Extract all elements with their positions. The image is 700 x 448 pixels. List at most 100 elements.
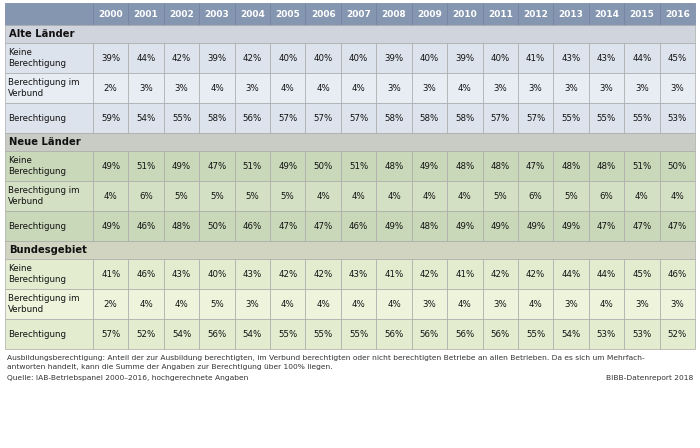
- Bar: [624, 319, 659, 349]
- Text: 3%: 3%: [423, 300, 436, 309]
- Text: 39%: 39%: [455, 53, 475, 63]
- Text: 3%: 3%: [246, 300, 259, 309]
- Bar: [305, 73, 341, 103]
- Text: 40%: 40%: [314, 53, 332, 63]
- Text: 46%: 46%: [349, 221, 368, 231]
- Bar: [659, 259, 695, 289]
- Bar: [554, 3, 589, 25]
- Bar: [412, 259, 447, 289]
- Text: 2007: 2007: [346, 9, 371, 18]
- Text: 5%: 5%: [246, 191, 259, 201]
- Text: 2013: 2013: [559, 9, 584, 18]
- Bar: [482, 3, 518, 25]
- Bar: [624, 151, 659, 181]
- Text: 48%: 48%: [597, 161, 616, 171]
- Bar: [164, 181, 200, 211]
- Bar: [199, 43, 234, 73]
- Bar: [447, 211, 482, 241]
- Text: 4%: 4%: [351, 300, 365, 309]
- Text: 49%: 49%: [101, 161, 120, 171]
- Text: 43%: 43%: [561, 53, 581, 63]
- Bar: [5, 211, 93, 241]
- Bar: [589, 181, 624, 211]
- Text: 42%: 42%: [278, 270, 298, 279]
- Text: 2009: 2009: [417, 9, 442, 18]
- Bar: [482, 259, 518, 289]
- Text: antworten handelt, kann die Summe der Angaben zur Berechtigung über 100% liegen.: antworten handelt, kann die Summe der An…: [7, 364, 332, 370]
- Text: 59%: 59%: [101, 113, 120, 122]
- Bar: [377, 319, 412, 349]
- Bar: [93, 181, 128, 211]
- Bar: [5, 289, 93, 319]
- Text: 54%: 54%: [243, 329, 262, 339]
- Bar: [164, 73, 200, 103]
- Text: Bundesgebiet: Bundesgebiet: [9, 245, 87, 255]
- Text: Neue Länder: Neue Länder: [9, 137, 80, 147]
- Bar: [589, 43, 624, 73]
- Text: 3%: 3%: [671, 300, 684, 309]
- Bar: [5, 25, 695, 43]
- Bar: [128, 289, 164, 319]
- Bar: [554, 181, 589, 211]
- Bar: [518, 103, 554, 133]
- Bar: [412, 319, 447, 349]
- Bar: [341, 73, 377, 103]
- Text: Ausbildungsberechtigung: Anteil der zur Ausbildung berechtigten, im Verbund bere: Ausbildungsberechtigung: Anteil der zur …: [7, 355, 645, 361]
- Bar: [659, 103, 695, 133]
- Bar: [412, 3, 447, 25]
- Bar: [234, 289, 270, 319]
- Text: 48%: 48%: [455, 161, 475, 171]
- Text: 48%: 48%: [172, 221, 191, 231]
- Bar: [554, 103, 589, 133]
- Bar: [341, 259, 377, 289]
- Bar: [5, 151, 93, 181]
- Bar: [447, 3, 482, 25]
- Text: 40%: 40%: [349, 53, 368, 63]
- Text: 47%: 47%: [632, 221, 652, 231]
- Bar: [128, 181, 164, 211]
- Bar: [128, 319, 164, 349]
- Text: 3%: 3%: [635, 83, 649, 92]
- Bar: [234, 211, 270, 241]
- Bar: [128, 73, 164, 103]
- Bar: [128, 43, 164, 73]
- Text: 3%: 3%: [387, 83, 401, 92]
- Text: 55%: 55%: [632, 113, 652, 122]
- Bar: [305, 3, 341, 25]
- Text: 3%: 3%: [494, 300, 507, 309]
- Text: 56%: 56%: [207, 329, 227, 339]
- Bar: [624, 181, 659, 211]
- Bar: [128, 211, 164, 241]
- Text: 3%: 3%: [671, 83, 684, 92]
- Text: 4%: 4%: [351, 83, 365, 92]
- Text: 4%: 4%: [600, 300, 613, 309]
- Text: 3%: 3%: [600, 83, 613, 92]
- Bar: [305, 211, 341, 241]
- Bar: [5, 241, 695, 259]
- Bar: [377, 151, 412, 181]
- Text: 2012: 2012: [523, 9, 548, 18]
- Text: 49%: 49%: [101, 221, 120, 231]
- Text: 4%: 4%: [316, 191, 330, 201]
- Text: 4%: 4%: [635, 191, 649, 201]
- Text: 44%: 44%: [597, 270, 616, 279]
- Text: 40%: 40%: [420, 53, 439, 63]
- Bar: [5, 43, 93, 73]
- Text: 43%: 43%: [172, 270, 191, 279]
- Text: 42%: 42%: [420, 270, 439, 279]
- Text: 46%: 46%: [243, 221, 262, 231]
- Text: 6%: 6%: [600, 191, 613, 201]
- Bar: [93, 289, 128, 319]
- Bar: [554, 289, 589, 319]
- Bar: [164, 43, 200, 73]
- Text: 41%: 41%: [526, 53, 545, 63]
- Bar: [270, 211, 305, 241]
- Bar: [554, 43, 589, 73]
- Text: 5%: 5%: [210, 191, 224, 201]
- Text: 53%: 53%: [597, 329, 616, 339]
- Bar: [554, 151, 589, 181]
- Bar: [624, 3, 659, 25]
- Text: 4%: 4%: [528, 300, 542, 309]
- Text: 48%: 48%: [491, 161, 510, 171]
- Bar: [270, 259, 305, 289]
